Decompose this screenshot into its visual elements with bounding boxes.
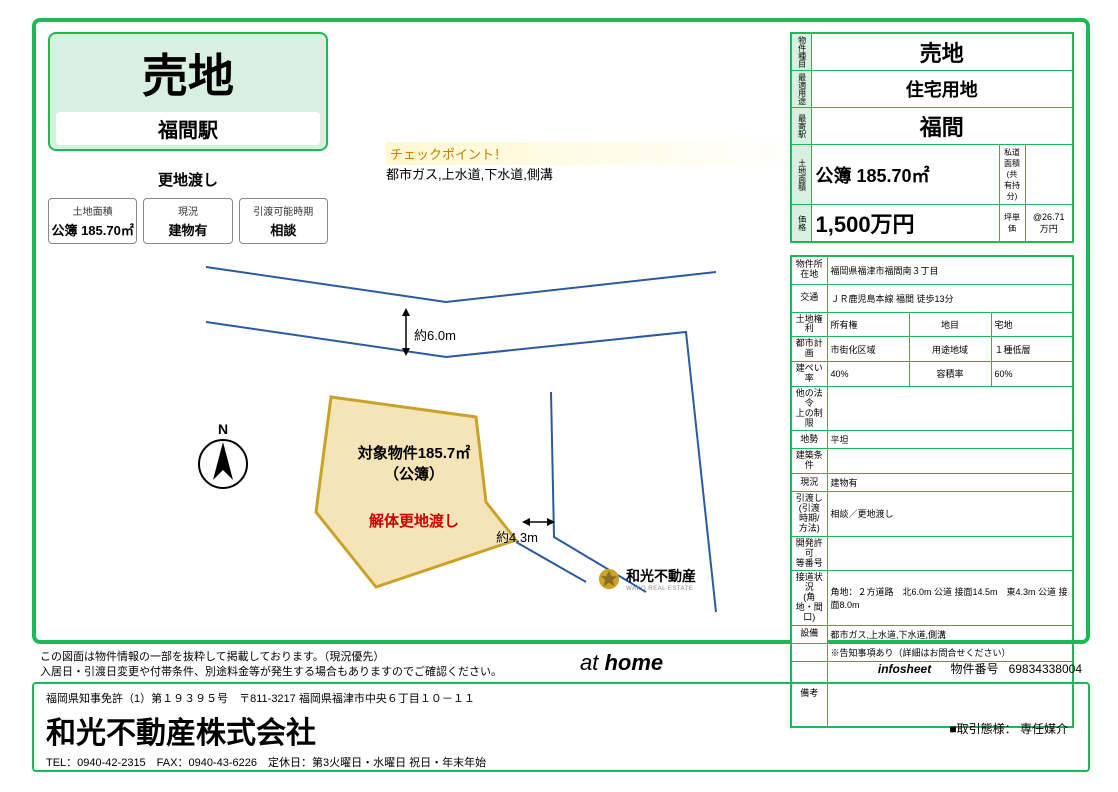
brand-icon: [598, 568, 620, 590]
left-panel: 売地 福間駅 更地渡し 土地面積公簿 185.70㎡現況建物有引渡可能時期相談: [48, 32, 328, 244]
delivery-label: 更地渡し: [48, 169, 328, 190]
dim-right: 約4.3m: [496, 527, 538, 546]
summary-table: 物件種目売地最適用途住宅用地最寄駅福間土地面積公簿 185.70㎡私道面積(共有…: [790, 32, 1074, 243]
right-panel: 物件種目売地最適用途住宅用地最寄駅福間土地面積公簿 185.70㎡私道面積(共有…: [790, 32, 1074, 728]
info-card: 現況建物有: [143, 198, 232, 244]
map-area: N 約6.0m 約4.3m 対象物件185.7㎡ （公簿） 解体更地渡し 和光不…: [166, 252, 726, 622]
infosheet: infosheet 物件番号 69834338004: [878, 660, 1082, 677]
footer: 福岡県知事免許（1）第１９３９５号 〒811-3217 福岡県福津市中央６丁目１…: [32, 682, 1090, 772]
lot-label: 対象物件185.7㎡ （公簿）: [344, 442, 484, 484]
disclaimer: この図面は物件情報の一部を抜粋して掲載しております。（現況優先） 入居日・引渡日…: [40, 650, 502, 681]
dim-top: 約6.0m: [414, 325, 456, 344]
title-main: 売地: [54, 38, 322, 110]
lot-red-label: 解体更地渡し: [354, 510, 474, 531]
main-frame: 売地 福間駅 更地渡し 土地面積公簿 185.70㎡現況建物有引渡可能時期相談 …: [32, 18, 1090, 644]
footer-license: 福岡県知事免許（1）第１９３９５号 〒811-3217 福岡県福津市中央６丁目１…: [46, 690, 1076, 706]
svg-text:N: N: [218, 422, 228, 437]
map-brand: 和光不動産 WAKO REAL ESTATE: [598, 566, 696, 592]
page: 売地 福間駅 更地渡し 土地面積公簿 185.70㎡現況建物有引渡可能時期相談 …: [0, 0, 1118, 792]
info-card: 引渡可能時期相談: [239, 198, 328, 244]
footer-transaction: ■取引態様： 専任媒介: [949, 720, 1068, 737]
checkpoint-text: 都市ガス,上水道,下水道,側溝: [386, 164, 553, 183]
compass: N: [196, 422, 250, 497]
title-box: 売地 福間駅: [48, 32, 328, 151]
detail-table: 物件所在地福岡県福津市福間南３丁目交通ＪＲ鹿児島本線 福間 徒歩13分土地権利所…: [790, 255, 1074, 728]
info-cards: 土地面積公簿 185.70㎡現況建物有引渡可能時期相談: [48, 198, 328, 244]
footer-contact: TEL：0940-42-2315 FAX：0940-43-6226 定休日：第3…: [46, 754, 1076, 770]
footer-company: 和光不動産株式会社: [46, 708, 1076, 752]
athome-logo: at home: [580, 650, 663, 676]
checkpoint-heading: チェックポイント！: [386, 142, 807, 165]
title-station: 福間駅: [56, 112, 320, 145]
info-card: 土地面積公簿 185.70㎡: [48, 198, 137, 244]
